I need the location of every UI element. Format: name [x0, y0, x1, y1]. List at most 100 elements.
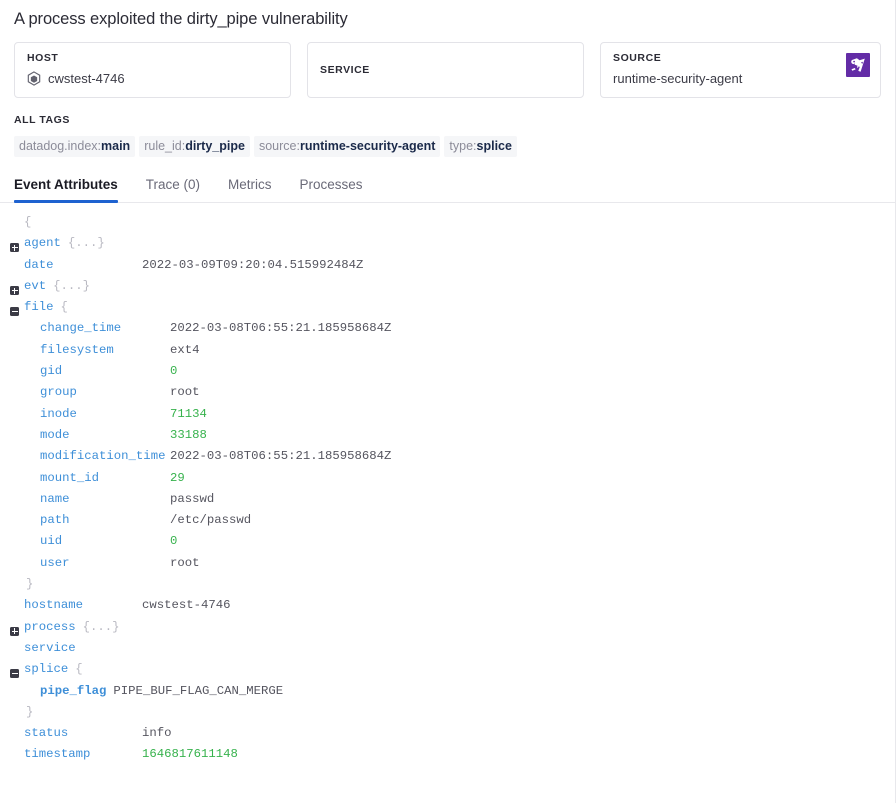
tag-value: splice	[476, 139, 512, 153]
source-card-value: runtime-security-agent	[613, 71, 743, 86]
close-brace: }	[26, 704, 34, 719]
collapsed-marker: {...}	[67, 236, 105, 251]
tag-chip[interactable]: datadog.index: main	[14, 136, 136, 157]
page-title: A process exploited the dirty_pipe vulne…	[14, 10, 348, 28]
tab-processes[interactable]: Processes	[299, 177, 363, 192]
collapsed-marker: {...}	[82, 619, 120, 634]
service-card[interactable]: SERVICE	[307, 42, 585, 98]
json-key: change_time	[40, 321, 122, 336]
json-key: timestamp	[24, 747, 91, 762]
json-key: gid	[40, 364, 63, 379]
open-brace: {	[75, 662, 83, 677]
json-row-file-gid: gid 0	[10, 364, 881, 385]
host-card-label: HOST	[27, 52, 59, 64]
json-value: 71134	[170, 406, 207, 421]
json-value: 2022-03-08T06:55:21.185958684Z	[170, 449, 392, 464]
json-key: splice	[24, 662, 69, 677]
json-row-status: status info	[10, 726, 881, 747]
tag-key: datadog.index:	[19, 139, 102, 153]
expand-plus-icon[interactable]	[10, 626, 19, 636]
host-card[interactable]: HOST cwstest-4746	[14, 42, 292, 98]
tab-bar: Event Attributes Trace (0) Metrics Proce…	[0, 176, 895, 203]
tag-value: main	[101, 139, 131, 153]
tag-value: dirty_pipe	[185, 139, 245, 153]
source-card[interactable]: SOURCE runtime-security-agent	[600, 42, 881, 98]
tag-key: type:	[449, 139, 477, 153]
service-card-label: SERVICE	[320, 63, 370, 76]
json-splice-close: }	[10, 705, 881, 726]
json-key: path	[40, 513, 70, 528]
json-key: mount_id	[40, 470, 100, 485]
json-value: ext4	[170, 342, 200, 357]
json-key: modification_time	[40, 449, 166, 464]
json-value: 0	[170, 534, 178, 549]
json-key: service	[24, 640, 76, 655]
hexagon-host-icon	[27, 71, 41, 86]
json-row-date: date 2022-03-09T09:20:04.515992484Z	[10, 258, 881, 279]
json-node-agent[interactable]: agent {...}	[10, 236, 881, 257]
source-card-label: SOURCE	[613, 52, 662, 64]
json-value: 2022-03-08T06:55:21.185958684Z	[170, 321, 392, 336]
json-row-file-mode: mode 33188	[10, 428, 881, 449]
json-row-file-path: path /etc/passwd	[10, 513, 881, 534]
json-value: 1646817611148	[142, 747, 238, 762]
collapse-minus-icon[interactable]	[10, 669, 19, 679]
expand-plus-icon[interactable]	[10, 243, 19, 253]
all-tags-section: ALL TAGS datadog.index: main rule_id: dirt…	[0, 98, 895, 157]
collapsed-marker: {...}	[53, 278, 91, 293]
json-value: info	[142, 726, 172, 741]
json-key: user	[40, 555, 70, 570]
json-key: name	[40, 491, 70, 506]
close-brace: }	[26, 577, 34, 592]
json-row-service: service	[10, 641, 881, 662]
json-row-file-uid: uid 0	[10, 534, 881, 555]
json-key: pipe_flag	[40, 683, 107, 698]
json-node-file[interactable]: file {	[10, 300, 881, 321]
json-value: PIPE_BUF_FLAG_CAN_MERGE	[113, 683, 284, 698]
json-node-splice[interactable]: splice {	[10, 662, 881, 683]
json-value: passwd	[170, 491, 215, 506]
source-card-value-row: runtime-security-agent	[613, 70, 868, 87]
json-row-file-user: user root	[10, 556, 881, 577]
tag-chip[interactable]: type: splice	[444, 136, 517, 157]
json-key: evt	[24, 278, 47, 293]
tag-value: runtime-security-agent	[299, 139, 436, 153]
json-value: 2022-03-09T09:20:04.515992484Z	[142, 257, 364, 272]
json-root-open: {	[10, 215, 881, 236]
tab-event-attributes[interactable]: Event Attributes	[14, 176, 132, 203]
json-key: date	[24, 257, 54, 272]
json-node-evt[interactable]: evt {...}	[10, 279, 881, 300]
tag-key: rule_id:	[144, 139, 186, 153]
json-row-timestamp: timestamp 1646817611148	[10, 747, 881, 768]
json-value: 29	[170, 470, 185, 485]
json-key: uid	[40, 534, 63, 549]
json-key: group	[40, 385, 77, 400]
json-key: agent	[24, 236, 61, 251]
json-file-close: }	[10, 577, 881, 598]
collapse-minus-icon[interactable]	[10, 307, 19, 317]
json-row-file-modification-time: modification_time 2022-03-08T06:55:21.18…	[10, 449, 881, 470]
json-row-splice-pipe-flag: pipe_flag PIPE_BUF_FLAG_CAN_MERGE	[10, 684, 881, 705]
json-node-process[interactable]: process {...}	[10, 620, 881, 641]
summary-cards: HOST cwstest-4746 SERVICE SOURCE runtime…	[0, 30, 895, 98]
json-key: mode	[40, 427, 70, 442]
tab-trace[interactable]: Trace (0)	[145, 177, 201, 192]
json-value: 0	[170, 364, 178, 379]
json-row-file-name: name passwd	[10, 492, 881, 513]
json-row-file-group: group root	[10, 385, 881, 406]
expand-plus-icon[interactable]	[10, 286, 19, 296]
json-value: /etc/passwd	[170, 513, 252, 528]
tag-chip[interactable]: source: runtime-security-agent	[253, 136, 441, 157]
json-key: file	[24, 300, 54, 315]
json-key: filesystem	[40, 342, 114, 357]
tag-key: source:	[258, 139, 300, 153]
json-value: 33188	[170, 427, 207, 442]
all-tags-heading: ALL TAGS	[14, 114, 70, 126]
json-key: hostname	[24, 598, 84, 613]
json-row-file-inode: inode 71134	[10, 407, 881, 428]
json-value: root	[170, 555, 200, 570]
datadog-logo-icon	[845, 52, 871, 78]
tab-metrics[interactable]: Metrics	[228, 177, 272, 192]
tag-chip[interactable]: rule_id: dirty_pipe	[139, 136, 250, 157]
